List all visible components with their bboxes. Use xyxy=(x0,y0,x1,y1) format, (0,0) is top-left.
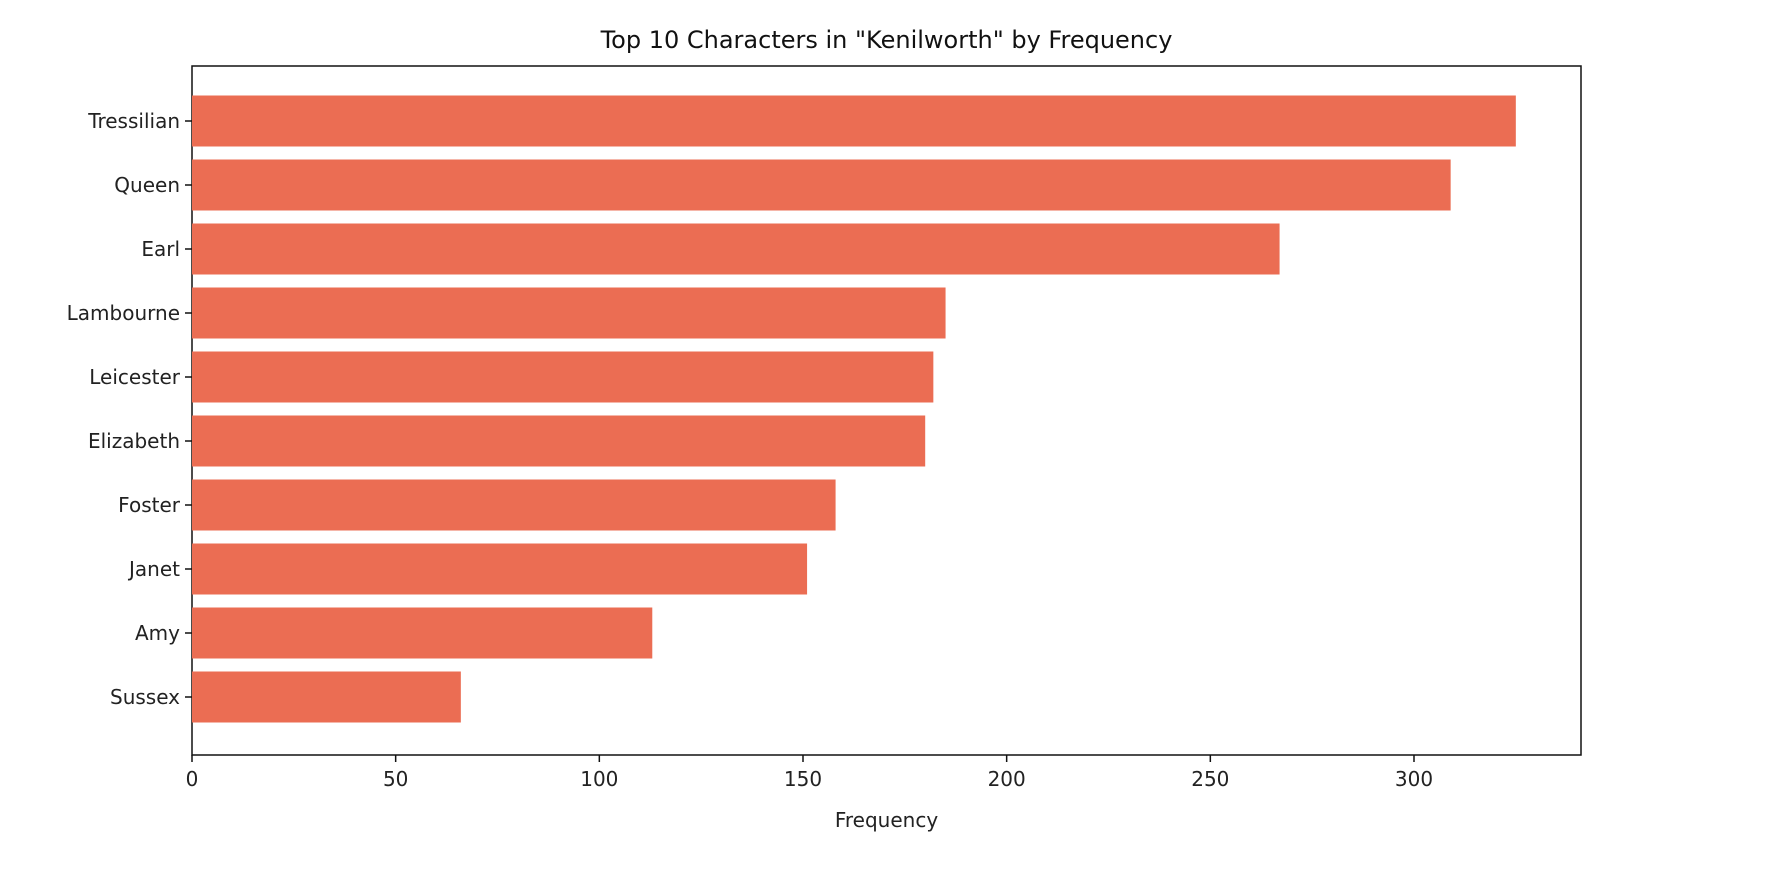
bar-foster xyxy=(192,479,836,531)
bar-queen xyxy=(192,159,1451,211)
y-tick-label: Queen xyxy=(114,173,180,197)
x-tick-label: 0 xyxy=(186,767,199,791)
y-tick-label: Tressilian xyxy=(87,109,180,133)
x-tick-label: 150 xyxy=(784,767,822,791)
plot-area-frame xyxy=(191,65,1582,756)
x-tick-label: 50 xyxy=(383,767,408,791)
x-axis-ticks: 0 50 100 150 200 250 300 xyxy=(186,755,1433,791)
y-tick-label: Sussex xyxy=(110,685,180,709)
x-tick-label: 200 xyxy=(988,767,1026,791)
bar-tressilian xyxy=(192,95,1516,147)
chart-title: Top 10 Characters in "Kenilworth" by Fre… xyxy=(600,26,1173,54)
x-axis-label: Frequency xyxy=(835,808,938,832)
bar-janet xyxy=(192,543,808,595)
y-tick-label: Leicester xyxy=(89,365,181,389)
bar-earl xyxy=(192,223,1280,275)
x-tick-label: 100 xyxy=(580,767,618,791)
y-tick-label: Amy xyxy=(135,621,180,645)
y-tick-label: Lambourne xyxy=(67,301,180,325)
y-tick-label: Foster xyxy=(118,493,181,517)
y-tick-label: Janet xyxy=(127,557,180,581)
bars-group xyxy=(192,95,1516,723)
bar-amy xyxy=(192,607,653,659)
bar-elizabeth xyxy=(192,415,926,467)
x-tick-label: 300 xyxy=(1395,767,1433,791)
y-axis-ticks: Tressilian Queen Earl Lambourne Leicester Eli… xyxy=(67,109,192,709)
y-tick-label: Elizabeth xyxy=(88,429,180,453)
bar-sussex xyxy=(192,671,461,723)
y-tick-label: Earl xyxy=(141,237,180,261)
bar-lambourne xyxy=(192,287,946,339)
bar-leicester xyxy=(192,351,934,403)
x-tick-label: 250 xyxy=(1191,767,1229,791)
